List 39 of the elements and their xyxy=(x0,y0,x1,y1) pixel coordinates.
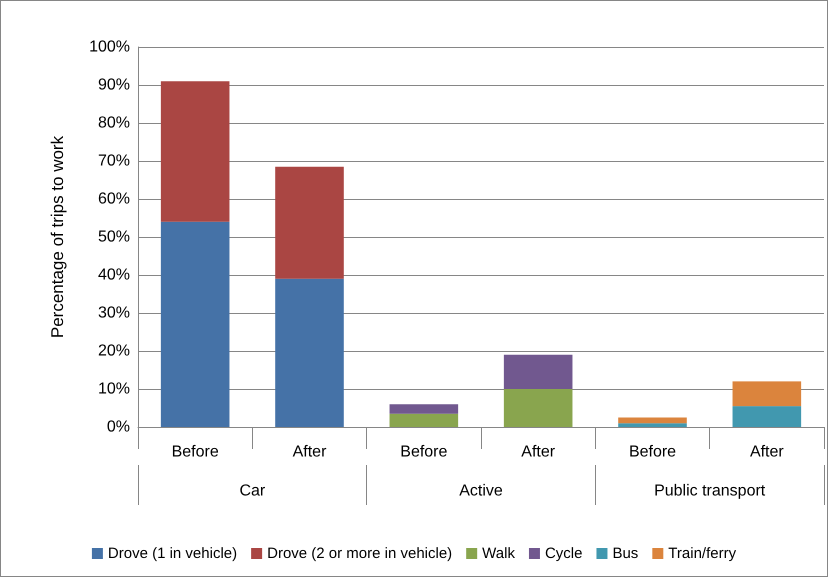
text: Public transport xyxy=(654,482,766,500)
bar xyxy=(504,354,572,389)
text: Active xyxy=(459,482,503,500)
y-tick-label: 90% xyxy=(98,76,130,94)
x-tick-label: After xyxy=(292,444,328,460)
x-tick-label: Before xyxy=(400,444,448,460)
x-tick-label: Before xyxy=(172,444,219,460)
legend-label: Train/ferry xyxy=(668,545,737,562)
bar xyxy=(390,404,458,414)
x-tick-label: After xyxy=(750,444,784,460)
y-tick-label: 50% xyxy=(98,228,130,246)
x-tick-label: Before xyxy=(628,444,676,460)
y-tick-label: 70% xyxy=(98,152,130,170)
legend-label: Bus xyxy=(612,545,638,562)
bar xyxy=(732,381,802,406)
bar xyxy=(390,414,458,427)
bar xyxy=(732,406,802,427)
bar xyxy=(618,418,687,424)
y-tick-label: 0% xyxy=(106,418,130,436)
y-axis-title: Percentage of trips to work xyxy=(48,135,67,338)
bar xyxy=(275,278,344,427)
legend-label: Drove (1 in vehicle) xyxy=(108,545,238,562)
y-tick-label: 30% xyxy=(98,304,130,322)
text: Car xyxy=(239,482,266,500)
bar xyxy=(160,222,230,427)
y-tick-label: 100% xyxy=(89,38,130,56)
bar xyxy=(160,81,230,222)
legend-label: Walk xyxy=(482,545,516,562)
legend-label: Cycle xyxy=(544,545,582,562)
y-tick-label: 10% xyxy=(98,380,130,398)
x-tick-label: After xyxy=(521,444,556,460)
y-tick-label: 80% xyxy=(98,114,130,132)
legend-label: Drove (2 or more in vehicle) xyxy=(267,545,452,562)
y-tick-label: 20% xyxy=(98,342,130,360)
bar xyxy=(618,423,687,427)
y-tick-label: 40% xyxy=(98,266,130,284)
bar xyxy=(504,389,572,427)
y-tick-label: 60% xyxy=(98,190,130,208)
bar xyxy=(275,166,344,279)
